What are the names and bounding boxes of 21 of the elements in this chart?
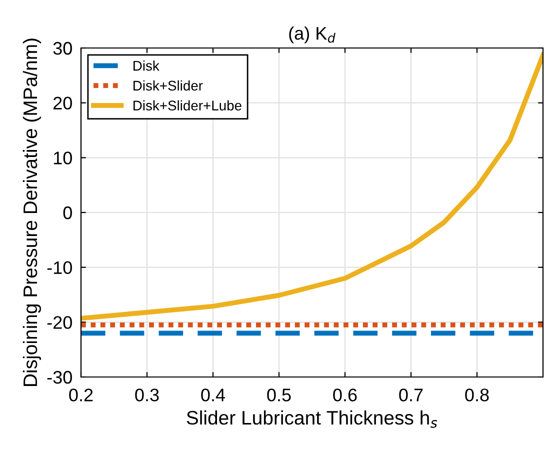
x-tick-label: 0.4 bbox=[201, 388, 226, 402]
chart-title: (a) K$_{d}$ bbox=[289, 26, 336, 44]
legend-label: Disk+Slider+Lube bbox=[134, 100, 242, 110]
y-tick-label: -30 bbox=[47, 370, 72, 384]
x-tick-label: 0.2 bbox=[69, 388, 93, 402]
x-tick-label: 0.5 bbox=[267, 388, 291, 402]
y-tick-label: 30 bbox=[53, 42, 72, 55]
x-tick-label: 0.7 bbox=[399, 388, 423, 402]
line-series bbox=[81, 52, 543, 321]
x-tick-label: 0.6 bbox=[333, 388, 357, 402]
x-tick-label: 0.8 bbox=[465, 388, 489, 402]
y-tick-label: 10 bbox=[54, 152, 72, 164]
y-tick-label: -10 bbox=[47, 261, 72, 274]
y-tick-label: -20 bbox=[47, 316, 72, 329]
y-tick-label: 20 bbox=[53, 96, 72, 110]
x-tick-label: 0.3 bbox=[135, 388, 159, 402]
legend-label: Disk bbox=[134, 60, 160, 71]
y-axis-title: Disjoining Pressure Derivative (MPa/nm) bbox=[22, 38, 42, 386]
legend-label: Disk+Slider bbox=[134, 80, 203, 91]
x-axis-title: Slider Lubricant Thickness h$_{s}$ bbox=[186, 410, 438, 428]
y-tick-label: 0 bbox=[63, 206, 72, 220]
